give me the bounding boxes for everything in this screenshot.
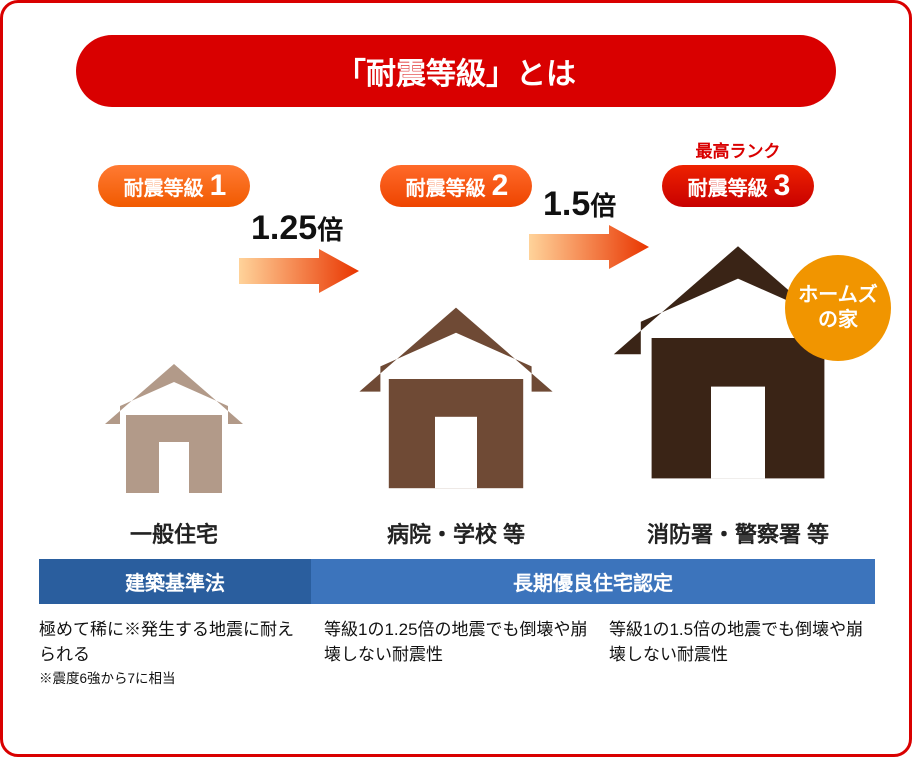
grade-pill-1: 耐震等級1 [98,165,251,207]
house-1 [39,215,309,505]
grade-column-1: 耐震等級1 一般住宅 [39,137,309,549]
infographic-card: 「耐震等級」とは 1.25倍 1.5倍 耐震等級1 [0,0,912,757]
homes-badge: ホームズの家 [785,255,891,361]
grade-column-3: 最高ランク 耐震等級3 ホームズの家 消防署・警察署 等 [603,137,873,549]
columns: 1.25倍 1.5倍 耐震等級1 [39,137,873,549]
building-label: 一般住宅 [130,517,218,549]
building-label: 病院・学校 等 [387,517,525,549]
grade-pill-3: 耐震等級3 [662,165,815,207]
top-label: 最高ランク [696,137,781,161]
description-3: 等級1の1.5倍の地震でも倒壊や崩壊しない耐震性 [609,618,874,689]
title: 「耐震等級」とは [76,35,836,107]
law-box-1: 建築基準法 [39,559,311,604]
house-icon [351,295,561,505]
house-2 [321,215,591,505]
law-row: 建築基準法 長期優良住宅認定 [39,559,875,604]
grade-pill-2: 耐震等級2 [380,165,533,207]
house-icon [99,355,249,505]
house-3: ホームズの家 [603,215,873,505]
description-2: 等級1の1.25倍の地震でも倒壊や崩壊しない耐震性 [324,618,589,689]
law-box-2: 長期優良住宅認定 [311,559,875,604]
description-1: 極めて稀に※発生する地震に耐えられる ※震度6強から7に相当 [39,618,304,689]
description-row: 極めて稀に※発生する地震に耐えられる ※震度6強から7に相当 等級1の1.25倍… [39,618,875,689]
building-label: 消防署・警察署 等 [647,517,829,549]
